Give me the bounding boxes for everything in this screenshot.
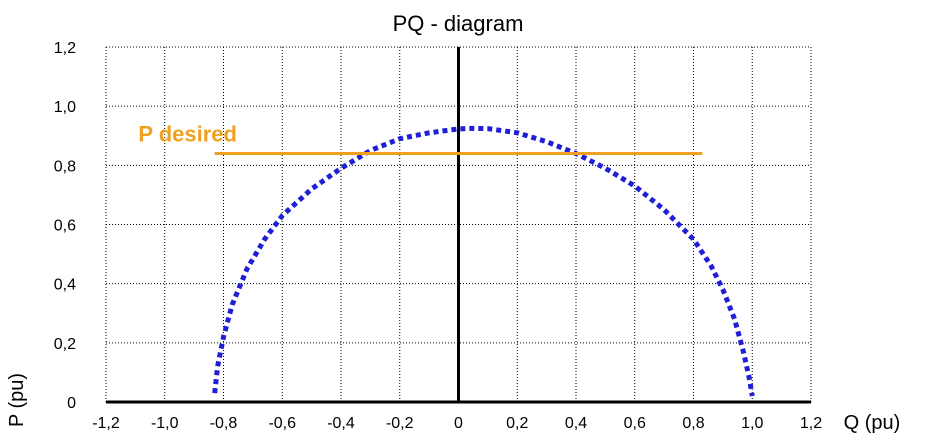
y-tick-label: 0,2 — [54, 336, 76, 353]
x-tick-label: -0,2 — [386, 415, 414, 432]
x-tick-label: 1,0 — [741, 415, 763, 432]
x-tick-label: -0,6 — [268, 415, 296, 432]
x-tick-label: -0,8 — [210, 415, 238, 432]
y-tick-label: 1,2 — [54, 40, 76, 57]
x-tick-label: 0 — [454, 415, 463, 432]
x-tick-labels: -1,2 -1,0 -0,8 -0,6 -0,4 -0,2 0 0,2 0,4 0,6 0,8 1,0… — [92, 415, 822, 432]
p-desired-label: P desired — [138, 122, 237, 147]
y-tick-labels: 0 0,2 0,4 0,6 0,8 1,0 1,2 — [54, 40, 76, 412]
chart-title: PQ - diagram — [393, 11, 524, 36]
y-tick-label: 1,0 — [54, 99, 76, 116]
y-axis-title: P (pu) — [6, 373, 28, 427]
x-axis-title: Q (pu) — [844, 412, 901, 434]
x-tick-label: 0,6 — [624, 415, 646, 432]
y-tick-label: 0,8 — [54, 158, 76, 175]
x-tick-label: 0,4 — [565, 415, 587, 432]
x-tick-label: -1,2 — [92, 415, 120, 432]
x-tick-label: -0,4 — [327, 415, 355, 432]
y-tick-label: 0,6 — [54, 218, 76, 235]
y-tick-label: 0 — [67, 395, 76, 412]
x-tick-label: -1,0 — [151, 415, 179, 432]
x-tick-label: 1,2 — [800, 415, 822, 432]
y-tick-label: 0,4 — [54, 277, 76, 294]
x-tick-label: 0,8 — [682, 415, 704, 432]
x-tick-label: 0,2 — [506, 415, 528, 432]
